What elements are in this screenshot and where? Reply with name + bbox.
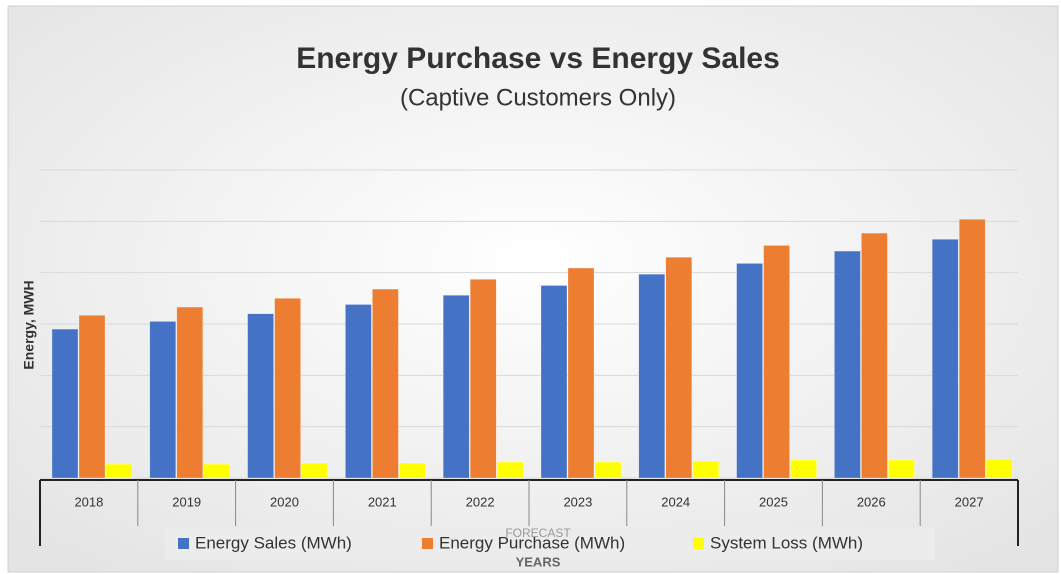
- bar: [78, 315, 106, 479]
- x-tick-label: 2019: [172, 494, 201, 509]
- bar: [567, 267, 595, 479]
- x-group-label: FORECAST: [505, 526, 571, 540]
- bar: [736, 263, 763, 479]
- legend-label: Energy Sales (MWh): [195, 533, 352, 552]
- bar: [692, 460, 720, 479]
- legend-swatch: [178, 538, 189, 549]
- legend-background: [165, 528, 935, 560]
- x-tick-label: 2023: [563, 494, 592, 509]
- legend: Energy Sales (MWh) Energy Purchase (MWh) S…: [178, 533, 863, 552]
- bar: [665, 257, 693, 479]
- bar: [149, 321, 177, 479]
- legend-label: Energy Purchase (MWh): [439, 533, 625, 552]
- bar: [861, 232, 888, 479]
- bar: [638, 273, 666, 479]
- legend-swatch: [693, 538, 704, 549]
- bar: [442, 295, 470, 479]
- bar: [985, 458, 1013, 479]
- bar: [203, 463, 231, 479]
- bar: [399, 462, 426, 479]
- x-tick-label: 2024: [661, 494, 690, 509]
- bar: [496, 461, 524, 479]
- bar: [763, 245, 790, 479]
- bar: [469, 279, 497, 479]
- bar: [274, 298, 301, 479]
- bar: [247, 313, 274, 479]
- legend-swatch: [422, 538, 433, 549]
- x-tick-label: 2022: [466, 494, 495, 509]
- x-tick-label: 2020: [270, 494, 299, 509]
- bar: [176, 306, 204, 479]
- x-tick-label: 2025: [759, 494, 788, 509]
- x-tick-label: 2018: [74, 494, 103, 509]
- x-axis-label: YEARS: [516, 554, 561, 569]
- bar: [345, 304, 372, 479]
- bar: [51, 328, 79, 479]
- bar: [301, 462, 328, 479]
- bar: [931, 239, 959, 479]
- bar: [540, 285, 568, 479]
- bar: [888, 459, 915, 479]
- x-tick-label: 2021: [368, 494, 397, 509]
- bar: [958, 219, 986, 479]
- bar: [834, 250, 861, 479]
- bar: [372, 288, 399, 479]
- bar: [594, 461, 622, 479]
- bar: [105, 463, 133, 479]
- x-tick-label: 2026: [857, 494, 886, 509]
- x-tick-label: 2027: [955, 494, 984, 509]
- chart-subtitle: (Captive Customers Only): [400, 84, 676, 111]
- legend-label: System Loss (MWh): [710, 533, 863, 552]
- y-axis-label: Energy, MWH: [21, 280, 37, 369]
- chart-title: Energy Purchase vs Energy Sales: [296, 42, 780, 75]
- bar: [790, 459, 817, 479]
